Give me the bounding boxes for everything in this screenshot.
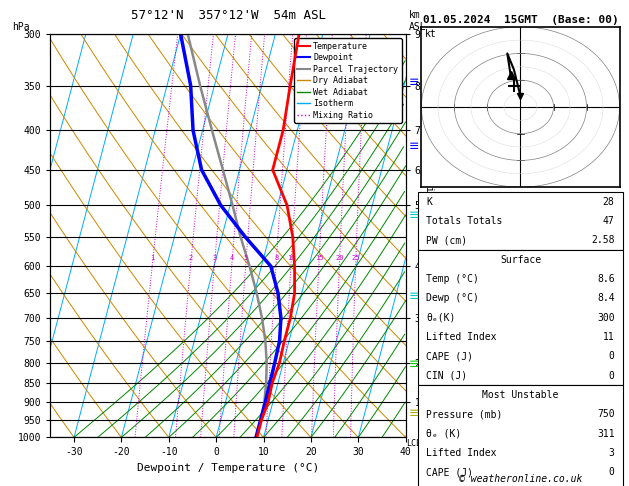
Bar	[418, 385, 623, 486]
Bar	[418, 250, 623, 385]
Text: CAPE (J): CAPE (J)	[426, 468, 474, 477]
Text: 8.6: 8.6	[597, 274, 615, 284]
Y-axis label: Mixing Ratio (g/kg): Mixing Ratio (g/kg)	[425, 180, 435, 292]
Text: ≡: ≡	[409, 76, 420, 89]
Text: km
ASL: km ASL	[409, 10, 426, 32]
Text: kt: kt	[425, 30, 437, 39]
Text: 1: 1	[150, 255, 155, 260]
Text: 10: 10	[287, 255, 296, 260]
Text: Dewp (°C): Dewp (°C)	[426, 294, 479, 303]
Text: Pressure (mb): Pressure (mb)	[426, 409, 503, 419]
Text: Temp (°C): Temp (°C)	[426, 274, 479, 284]
Text: 11: 11	[603, 332, 615, 342]
Text: Most Unstable: Most Unstable	[482, 390, 559, 400]
Text: 8: 8	[274, 255, 279, 260]
Text: 0: 0	[609, 351, 615, 361]
Text: 47: 47	[603, 216, 615, 226]
Text: 3: 3	[609, 448, 615, 458]
Text: 57°12'N  357°12'W  54m ASL: 57°12'N 357°12'W 54m ASL	[130, 9, 326, 22]
Text: ≡: ≡	[409, 290, 420, 303]
Text: 750: 750	[597, 409, 615, 419]
Text: 25: 25	[352, 255, 360, 260]
Text: 3: 3	[213, 255, 217, 260]
Text: 20: 20	[335, 255, 344, 260]
Text: 5: 5	[244, 255, 248, 260]
Text: 0: 0	[609, 468, 615, 477]
Text: ≡: ≡	[409, 358, 420, 371]
Text: ≡: ≡	[409, 140, 420, 154]
Text: 2: 2	[189, 255, 193, 260]
Text: ≡: ≡	[409, 407, 420, 420]
Text: 300: 300	[597, 312, 615, 323]
Text: © weatheronline.co.uk: © weatheronline.co.uk	[459, 473, 582, 484]
Text: ≡: ≡	[409, 209, 420, 222]
Text: 0: 0	[609, 371, 615, 381]
Text: θₑ(K): θₑ(K)	[426, 312, 456, 323]
Text: K: K	[426, 197, 432, 207]
Legend: Temperature, Dewpoint, Parcel Trajectory, Dry Adiabat, Wet Adiabat, Isotherm, Mi: Temperature, Dewpoint, Parcel Trajectory…	[294, 38, 401, 123]
Text: Totals Totals: Totals Totals	[426, 216, 503, 226]
Text: CAPE (J): CAPE (J)	[426, 351, 474, 361]
Text: CIN (J): CIN (J)	[426, 371, 467, 381]
Text: 01.05.2024  15GMT  (Base: 00): 01.05.2024 15GMT (Base: 00)	[423, 15, 618, 25]
Text: 8.4: 8.4	[597, 294, 615, 303]
Text: Lifted Index: Lifted Index	[426, 448, 497, 458]
Text: 15: 15	[315, 255, 323, 260]
Text: θₑ (K): θₑ (K)	[426, 429, 462, 439]
Text: Surface: Surface	[500, 255, 541, 265]
Bar	[418, 192, 623, 250]
Text: PW (cm): PW (cm)	[426, 235, 467, 245]
X-axis label: Dewpoint / Temperature (°C): Dewpoint / Temperature (°C)	[137, 463, 319, 473]
Text: 4: 4	[230, 255, 235, 260]
Text: Lifted Index: Lifted Index	[426, 332, 497, 342]
Text: LCL: LCL	[406, 439, 421, 449]
Text: 28: 28	[603, 197, 615, 207]
Text: 311: 311	[597, 429, 615, 439]
Text: hPa: hPa	[13, 21, 30, 32]
Text: 2.58: 2.58	[591, 235, 615, 245]
